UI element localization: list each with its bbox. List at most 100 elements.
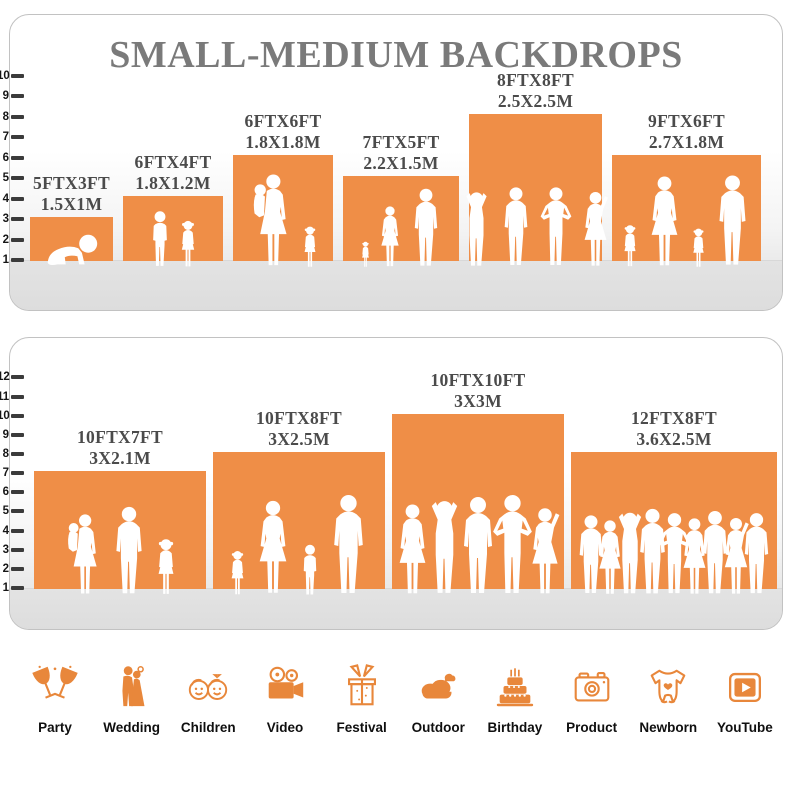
man-silhouette <box>110 506 148 596</box>
category-label: YouTube <box>717 720 773 735</box>
size-feet-text: 8FTX8FT <box>497 70 574 91</box>
category-item: Wedding <box>99 662 165 735</box>
category-icon-box <box>262 662 308 712</box>
size-meters-text: 3X2.5M <box>268 428 330 449</box>
size-feet-text: 12FTX8FT <box>630 408 718 429</box>
backdrop-size-label: 6FTX4FT 1.8X1.2M <box>135 152 212 193</box>
category-item: Video <box>252 662 318 735</box>
ruler-tick <box>11 509 24 514</box>
category-label: Video <box>266 720 304 735</box>
backdrop-size-label: 9FTX6FT 2.7X1.8M <box>648 111 725 152</box>
girl-silhouette <box>301 226 319 268</box>
category-label: Newborn <box>639 720 698 735</box>
backdrop-size-label: 10FTX7FT 3X2.1M <box>77 427 163 468</box>
backdrop-size-label: 12FTX8FT 3.6X2.5M <box>631 408 717 449</box>
ruler-tick-label: 1 <box>2 254 9 266</box>
baby-silhouette <box>43 232 101 268</box>
ruler-tick <box>11 451 24 456</box>
product-icon <box>569 664 615 710</box>
category-icon-box <box>415 662 461 712</box>
girl-silhouette <box>360 241 371 268</box>
people-silhouettes <box>343 188 459 268</box>
category-icon-box <box>185 662 231 712</box>
ruler-tick-label: 8 <box>2 110 9 123</box>
size-meters-text: 2.5X2.5M <box>497 90 574 111</box>
ruler-tick-label: 1 <box>2 582 9 594</box>
category-icon-box <box>32 662 78 712</box>
woman-carry-silhouette <box>63 514 104 596</box>
ruler-tick-label: 9 <box>2 90 9 102</box>
boy-silhouette <box>148 210 172 268</box>
category-label: Product <box>566 720 618 735</box>
category-item: Outdoor <box>405 662 471 735</box>
size-feet-text: 5FTX3FT <box>33 173 110 194</box>
category-icon-box <box>492 662 538 712</box>
man-silhouette <box>327 494 370 596</box>
size-feet-text: 7FTX5FT <box>362 132 440 153</box>
ruler-tick-label: 6 <box>2 151 9 164</box>
woman-silhouette <box>377 206 403 268</box>
size-meters-text: 1.5X1M <box>40 193 103 214</box>
man-up-silhouette <box>460 190 493 268</box>
people-silhouettes <box>233 174 333 268</box>
newborn-icon <box>645 664 691 710</box>
ruler-tick-label: 9 <box>2 428 9 441</box>
backdrop-bar <box>123 196 223 261</box>
category-item: Party <box>22 662 88 735</box>
wedding-icon <box>109 664 155 710</box>
category-label: Children <box>180 720 236 735</box>
ruler-tick <box>11 114 24 119</box>
girl-silhouette <box>154 538 178 596</box>
people-silhouettes <box>30 232 113 268</box>
woman-carry-silhouette <box>248 174 295 268</box>
category-item: Product <box>559 662 625 735</box>
size-feet-text: 10FTX8FT <box>255 408 343 429</box>
children-icon <box>185 664 231 710</box>
people-silhouettes <box>571 508 777 596</box>
category-icon-box <box>569 662 615 712</box>
girl-silhouette <box>228 550 247 596</box>
size-meters-text: 3X3M <box>454 390 502 411</box>
size-meters-text: 3.6X2.5M <box>636 428 712 449</box>
woman-silhouette <box>253 500 293 596</box>
man-hips-silhouette <box>539 186 573 268</box>
size-feet-text: 10FTX10FT <box>430 370 526 391</box>
ruler-tick <box>11 394 24 399</box>
ruler-tick-label: 8 <box>2 447 9 460</box>
size-meters-text: 3X2.1M <box>89 447 151 468</box>
size-meters-text: 2.2X1.5M <box>363 152 439 173</box>
panel-small-backdrops: SMALL-MEDIUM BACKDROPS 1 2 3 4 5 6 7 8 9 10 5FTX3… <box>0 14 783 311</box>
ruler-tick <box>11 217 24 221</box>
people-silhouettes <box>612 174 761 268</box>
video-icon <box>262 664 308 710</box>
size-meters-text: 2.7X1.8M <box>648 131 725 152</box>
ruler-tick-label: 11 <box>0 390 10 403</box>
girl-silhouette <box>621 224 639 268</box>
size-feet-text: 6FTX4FT <box>134 152 212 173</box>
backdrop-size-label: 6FTX6FT 1.8X1.8M <box>245 111 322 152</box>
category-item: Children <box>175 662 241 735</box>
woman-silhouette <box>645 176 684 268</box>
category-label: Birthday <box>487 720 543 735</box>
size-meters-text: 1.8X1.2M <box>135 172 211 193</box>
ruler-tick <box>11 490 24 495</box>
backdrop-bar <box>343 176 459 261</box>
size-feet-text: 10FTX7FT <box>76 427 164 448</box>
woman-up-silhouette <box>526 506 564 596</box>
ruler-tick-label: 2 <box>2 562 9 575</box>
girl-silhouette <box>178 220 198 268</box>
ruler-tick-label: 2 <box>2 233 9 246</box>
size-meters-text: 1.8X1.8M <box>245 131 321 152</box>
ruler-tick <box>11 258 24 262</box>
ruler-tick-label: 10 <box>0 69 10 82</box>
ruler-tick <box>11 237 24 242</box>
ruler-tick-label: 5 <box>2 505 9 518</box>
ruler-tick <box>11 413 24 418</box>
party-icon <box>32 664 78 710</box>
ruler-tick-label: 10 <box>0 409 10 422</box>
outdoor-icon <box>415 664 461 710</box>
ruler-tick-label: 4 <box>2 524 9 537</box>
girl-silhouette <box>690 228 707 268</box>
ruler-tick <box>11 566 24 571</box>
